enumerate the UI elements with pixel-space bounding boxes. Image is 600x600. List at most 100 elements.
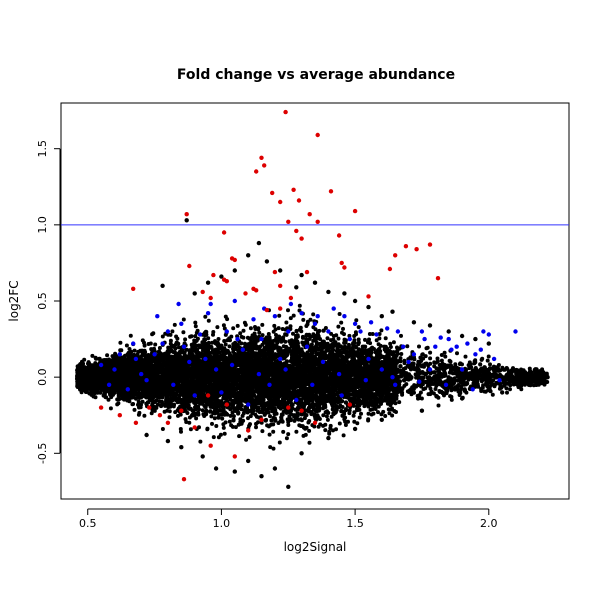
data-point: [341, 433, 346, 438]
data-point: [288, 316, 293, 321]
data-point: [433, 387, 438, 391]
data-point: [227, 419, 232, 424]
data-point: [277, 313, 282, 318]
data-point: [321, 413, 326, 418]
data-point: [341, 326, 345, 331]
data-point: [229, 423, 234, 428]
data-point: [352, 340, 357, 345]
data-point: [281, 429, 286, 434]
data-point: [391, 340, 396, 345]
data-point: [288, 324, 293, 329]
data-point: [118, 340, 123, 345]
data-point: [324, 414, 329, 419]
data-point: [386, 407, 391, 412]
data-point: [231, 414, 236, 419]
data-point: [157, 346, 162, 350]
data-point: [428, 356, 433, 361]
data-point: [363, 337, 367, 342]
data-point: [321, 328, 326, 333]
data-point: [260, 333, 265, 338]
data-point: [434, 383, 439, 388]
data-point: [140, 399, 145, 404]
data-point: [481, 383, 486, 388]
data-point: [356, 337, 361, 342]
data-point: [160, 427, 165, 431]
data-point: [271, 429, 276, 434]
data-point: [294, 429, 299, 434]
data-point: [243, 322, 248, 327]
data-point: [155, 402, 160, 407]
data-point: [323, 410, 328, 415]
data-point: [280, 419, 285, 424]
data-point: [519, 387, 524, 392]
data-point: [505, 390, 509, 395]
data-point: [247, 336, 252, 341]
data-point: [417, 344, 421, 349]
data-point: [262, 412, 267, 417]
data-point: [271, 346, 276, 351]
data-point: [203, 333, 208, 338]
data-point: [317, 417, 322, 421]
data-point: [346, 419, 350, 424]
data-point: [168, 338, 173, 343]
data-point: [443, 354, 448, 359]
data-point: [295, 334, 300, 339]
data-point: [176, 345, 181, 350]
data-point: [386, 359, 390, 364]
data-point: [325, 417, 330, 422]
data-point: [455, 351, 459, 356]
data-point: [330, 407, 335, 412]
data-point: [173, 410, 178, 415]
data-point: [181, 330, 186, 335]
data-point: [397, 400, 402, 405]
data-point: [428, 350, 433, 355]
data-point: [302, 416, 307, 421]
data-point: [257, 330, 262, 335]
data-point: [311, 312, 316, 317]
data-points: [75, 109, 550, 489]
data-point: [266, 406, 271, 411]
data-point: [311, 325, 316, 330]
data-point: [227, 344, 232, 349]
data-point: [439, 358, 444, 363]
data-point: [494, 381, 498, 386]
data-point: [254, 425, 258, 430]
data-point: [206, 318, 211, 323]
data-point: [172, 322, 177, 327]
data-point: [347, 333, 352, 338]
data-point: [339, 320, 344, 325]
data-point: [307, 419, 312, 423]
data-point: [268, 414, 272, 419]
data-point: [269, 418, 274, 423]
data-point: [379, 328, 384, 333]
data-point: [108, 406, 113, 411]
data-point: [254, 335, 258, 340]
data-point: [160, 334, 165, 339]
data-point: [98, 390, 103, 395]
chart-title: Fold change vs average abundance: [177, 67, 455, 83]
data-point: [204, 330, 209, 334]
data-point: [220, 416, 225, 421]
data-point: [223, 342, 228, 347]
data-point: [187, 420, 192, 425]
data-point: [209, 414, 214, 419]
data-point: [388, 345, 393, 349]
data-point: [351, 413, 356, 418]
data-point: [284, 320, 289, 325]
data-point: [284, 332, 289, 337]
data-point: [266, 332, 271, 336]
data-point: [432, 360, 437, 365]
data-point: [405, 344, 410, 349]
data-point: [223, 420, 228, 425]
data-point: [264, 417, 269, 422]
data-point: [244, 437, 249, 442]
data-point: [387, 411, 392, 416]
data-point: [436, 403, 441, 408]
data-point: [286, 432, 291, 437]
data-point: [211, 435, 216, 440]
data-point: [215, 325, 220, 330]
data-point: [367, 332, 372, 336]
data-point: [485, 358, 490, 363]
data-point: [188, 427, 193, 432]
